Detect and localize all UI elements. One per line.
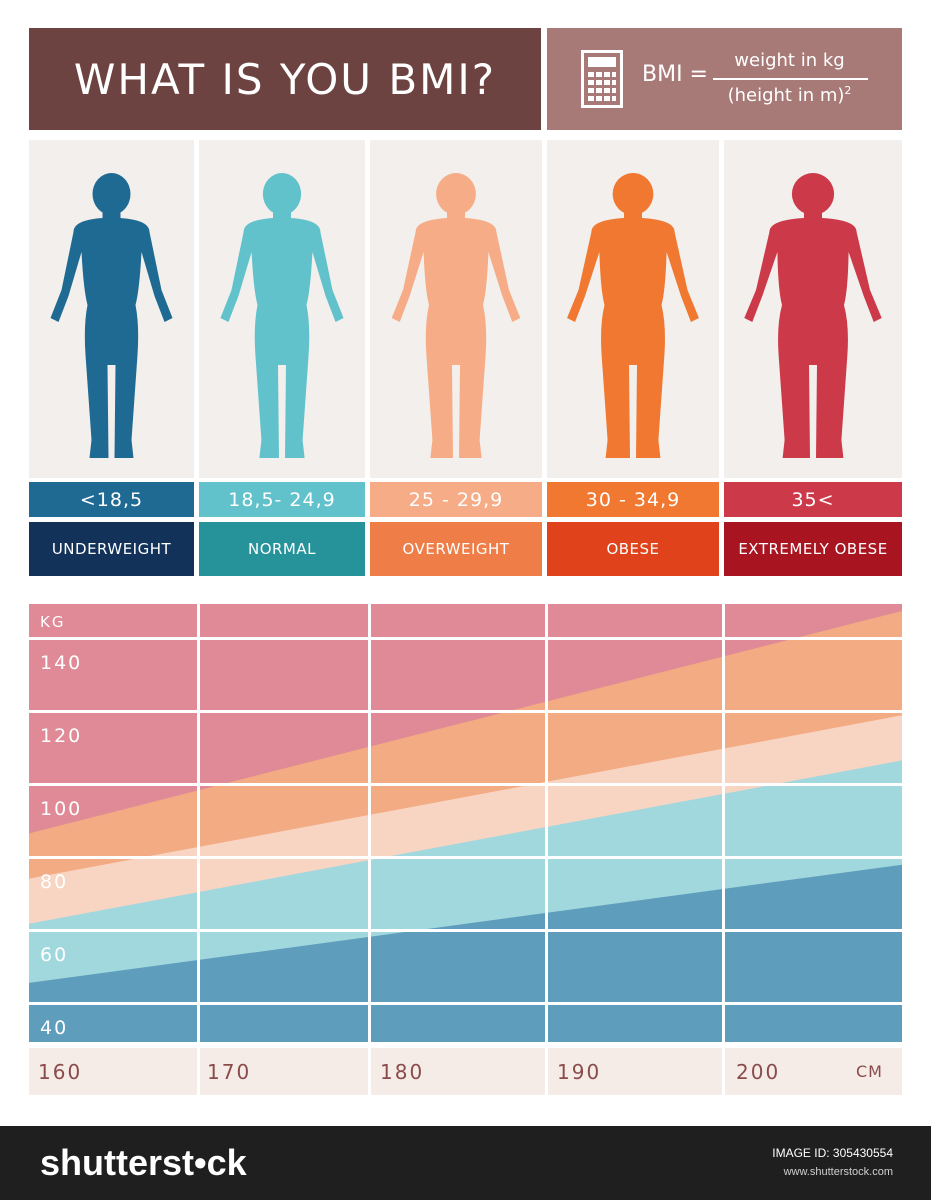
grid-line-h xyxy=(29,637,902,640)
body-silhouette-obese xyxy=(567,173,699,458)
bmi-range-extremely-obese: 35< xyxy=(724,482,902,517)
x-axis-separator xyxy=(197,1048,200,1095)
site-url: www.shutterstock.com xyxy=(783,1166,893,1178)
bmi-category-underweight: UNDERWEIGHT xyxy=(29,522,194,576)
band-extremely-obese xyxy=(29,604,902,834)
formula-lhs: BMI = xyxy=(642,62,708,87)
bmi-range-obese: 30 - 34,9 xyxy=(547,482,719,517)
title-bar: WHAT IS YOU BMI? xyxy=(29,28,541,130)
x-tick-label: 180 xyxy=(380,1060,425,1084)
x-axis-unit: CM xyxy=(856,1062,883,1081)
bmi-category-obese: OBESE xyxy=(547,522,719,576)
grid-line-v xyxy=(197,604,200,1042)
x-axis-row xyxy=(29,1048,902,1095)
weight-height-chart: KG 140 120 100 80 60 40 xyxy=(29,604,902,1042)
grid-line-v xyxy=(722,604,725,1042)
y-tick-label: 60 xyxy=(40,944,68,966)
bmi-formula-panel: BMI = weight in kg (height in m)2 xyxy=(547,28,902,130)
formula-fraction-line xyxy=(713,78,868,80)
page-title: WHAT IS YOU BMI? xyxy=(73,54,497,104)
y-axis-unit: KG xyxy=(40,613,65,631)
body-silhouette-extremely-obese xyxy=(744,173,882,458)
figure-panel-underweight xyxy=(29,140,194,478)
grid-line-h xyxy=(29,710,902,713)
grid-line-h xyxy=(29,929,902,932)
grid-line-h xyxy=(29,856,902,859)
body-silhouette-normal xyxy=(220,173,344,458)
bmi-category-extremely-obese: EXTREMELY OBESE xyxy=(724,522,902,576)
x-tick-label: 200 xyxy=(736,1060,781,1084)
brand-logo: shutterst•ck xyxy=(40,1142,247,1183)
x-tick-label: 170 xyxy=(207,1060,252,1084)
y-tick-label: 100 xyxy=(40,798,82,820)
formula-exponent: 2 xyxy=(844,84,852,97)
bmi-range-underweight: <18,5 xyxy=(29,482,194,517)
figure-panel-overweight xyxy=(370,140,542,478)
figure-panel-normal xyxy=(199,140,365,478)
bmi-range-overweight: 25 - 29,9 xyxy=(370,482,542,517)
figure-panel-extremely-obese xyxy=(724,140,902,478)
y-tick-label: 120 xyxy=(40,725,82,747)
footer: shutterst•ck IMAGE ID: 305430554 www.shu… xyxy=(0,1126,931,1200)
image-id: IMAGE ID: 305430554 xyxy=(772,1146,893,1160)
y-tick-label: 40 xyxy=(40,1017,68,1039)
figure-panel-obese xyxy=(547,140,719,478)
y-tick-label: 80 xyxy=(40,871,68,893)
formula-denominator: (height in m)2 xyxy=(727,84,852,106)
x-tick-label: 160 xyxy=(38,1060,83,1084)
grid-line-h xyxy=(29,783,902,786)
grid-line-v xyxy=(545,604,548,1042)
x-tick-label: 190 xyxy=(557,1060,602,1084)
bmi-category-normal: NORMAL xyxy=(199,522,365,576)
bmi-range-normal: 18,5- 24,9 xyxy=(199,482,365,517)
calculator-icon xyxy=(581,50,623,108)
x-axis-separator xyxy=(545,1048,548,1095)
x-axis-separator xyxy=(722,1048,725,1095)
body-silhouette-overweight xyxy=(391,173,521,458)
bmi-category-overweight: OVERWEIGHT xyxy=(370,522,542,576)
x-axis-separator xyxy=(368,1048,371,1095)
grid-line-h xyxy=(29,1002,902,1005)
body-silhouette-underweight xyxy=(50,173,173,458)
y-tick-label: 140 xyxy=(40,652,82,674)
grid-line-v xyxy=(368,604,371,1042)
formula-numerator: weight in kg xyxy=(734,50,845,71)
